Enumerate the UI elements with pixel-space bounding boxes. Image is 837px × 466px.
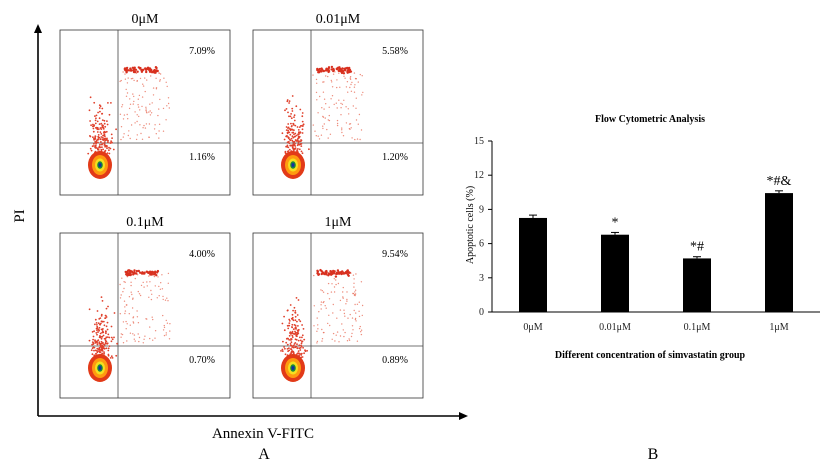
lower-right-percentage: 1.20%: [382, 152, 408, 163]
x-tick-label: 0μM: [523, 322, 542, 333]
bar: [519, 217, 547, 312]
y-tick-label: 6: [479, 239, 484, 250]
lower-right-percentage: 1.16%: [189, 152, 215, 163]
lower-right-percentage: 0.70%: [189, 355, 215, 366]
lower-right-percentage: 0.89%: [382, 355, 408, 366]
population-core-peak: [98, 163, 102, 167]
population-core-peak: [291, 163, 295, 167]
significance-marker: *#: [690, 240, 704, 255]
panel-a-label: A: [258, 446, 270, 463]
plot-title: 0μM: [132, 12, 160, 27]
cytometry-plot: 0.1μM 4.00% 0.70%: [59, 215, 231, 399]
cytometry-plots: 0μM7.09%1.16%0.01μM5.58%1.20%0.1μM4.00%0…: [59, 12, 424, 399]
significance-marker: *: [612, 215, 619, 230]
population-core-peak: [98, 366, 102, 370]
upper-right-percentage: 7.09%: [189, 46, 215, 57]
x-tick-label: 0.1μM: [684, 322, 711, 333]
bar-chart: 0 3 6 9 12 15 0μM 0.01μM * 0.1μM *# 1μM *#&: [474, 136, 820, 333]
panel-a-x-axis-label: Annexin V-FITC: [212, 426, 314, 442]
panel-a-y-axis-label: PI: [12, 209, 28, 222]
bar: [683, 258, 711, 312]
chart-x-axis-label: Different concentration of simvastatin g…: [555, 350, 746, 361]
plot-frame: [59, 29, 231, 196]
y-tick-label: 0: [479, 307, 484, 318]
significance-marker: *#&: [767, 174, 792, 189]
bar: [765, 193, 793, 312]
upper-right-percentage: 4.00%: [189, 249, 215, 260]
y-tick-label: 3: [479, 273, 484, 284]
cytometry-plot: 0.01μM 5.58% 1.20%: [252, 12, 424, 196]
y-tick-label: 9: [479, 204, 484, 215]
panel-b: Flow Cytometric Analysis Apoptotic cells…: [465, 114, 820, 463]
plot-title: 0.01μM: [316, 12, 361, 27]
event-cloud: [281, 65, 364, 156]
upper-right-percentage: 5.58%: [382, 46, 408, 57]
panel-a-y-arrow: [34, 24, 42, 33]
upper-right-percentage: 9.54%: [382, 249, 408, 260]
y-tick-label: 15: [474, 136, 484, 147]
plot-title: 0.1μM: [126, 215, 164, 230]
bar: [601, 234, 629, 312]
panel-a: PI Annexin V-FITC A 0μM 7.09% 1.16% 0.01μM 5…: [12, 12, 468, 463]
cytometry-plot: 1μM 9.54% 0.89%: [252, 215, 424, 399]
chart-y-axis-label: Apoptotic cells (%): [465, 186, 476, 264]
panel-b-label: B: [648, 446, 659, 463]
x-tick-label: 1μM: [769, 322, 788, 333]
y-tick-label: 12: [474, 170, 484, 181]
population-core-peak: [291, 366, 295, 370]
cytometry-plot: 0μM 7.09% 1.16%: [59, 12, 231, 196]
event-cloud: [87, 66, 170, 156]
event-cloud: [88, 269, 171, 359]
panel-a-x-arrow: [459, 412, 468, 420]
chart-title: Flow Cytometric Analysis: [595, 114, 705, 125]
x-tick-label: 0.01μM: [599, 322, 631, 333]
plot-title: 1μM: [325, 215, 353, 230]
